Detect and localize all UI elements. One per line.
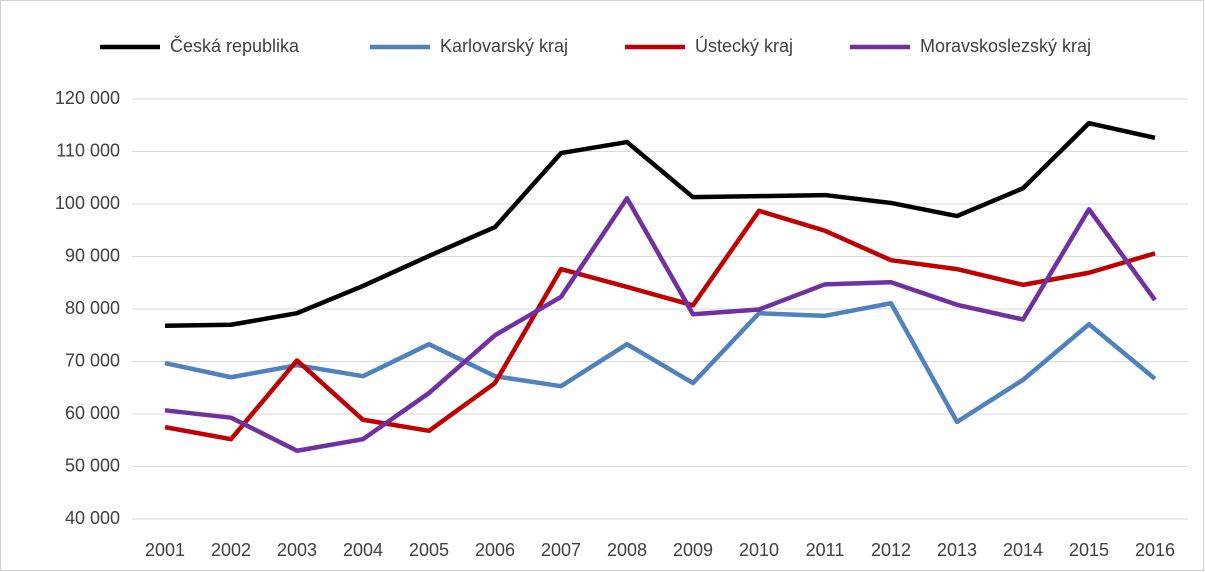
- y-tick-label: 70 000: [65, 350, 120, 370]
- x-tick-label: 2015: [1069, 540, 1109, 560]
- y-tick-label: 120 000: [55, 88, 120, 108]
- x-tick-label: 2010: [739, 540, 779, 560]
- series-line: [164, 120, 1156, 329]
- y-tick-label: 110 000: [56, 140, 120, 160]
- x-tick-label: 2005: [409, 540, 449, 560]
- x-tick-label: 2013: [937, 540, 977, 560]
- x-tick-label: 2014: [1003, 540, 1043, 560]
- y-tick-label: 90 000: [65, 245, 120, 265]
- x-tick-label: 2016: [1135, 540, 1175, 560]
- x-tick-label: 2004: [343, 540, 383, 560]
- x-tick-label: 2002: [211, 540, 251, 560]
- y-tick-label: 100 000: [55, 193, 120, 213]
- x-tick-label: 2009: [673, 540, 713, 560]
- legend-label: Moravskoslezský kraj: [920, 36, 1091, 56]
- x-tick-label: 2006: [475, 540, 515, 560]
- x-tick-label: 2008: [607, 540, 647, 560]
- x-tick-label: 2011: [806, 540, 845, 560]
- series-line: [164, 300, 1157, 425]
- series-line: [164, 195, 1157, 453]
- legend-label: Česká republika: [170, 35, 300, 56]
- x-tick-label: 2012: [871, 540, 911, 560]
- legend-label: Karlovarský kraj: [440, 36, 568, 56]
- y-tick-label: 80 000: [65, 298, 120, 318]
- legend-label: Ústecký kraj: [695, 35, 793, 56]
- x-tick-label: 2001: [145, 540, 185, 560]
- series-line: [164, 208, 1156, 442]
- x-tick-label: 2007: [541, 540, 581, 560]
- y-tick-label: 50 000: [65, 455, 120, 475]
- y-tick-label: 60 000: [65, 403, 120, 423]
- y-tick-label: 40 000: [65, 508, 120, 528]
- x-tick-label: 2003: [277, 540, 317, 560]
